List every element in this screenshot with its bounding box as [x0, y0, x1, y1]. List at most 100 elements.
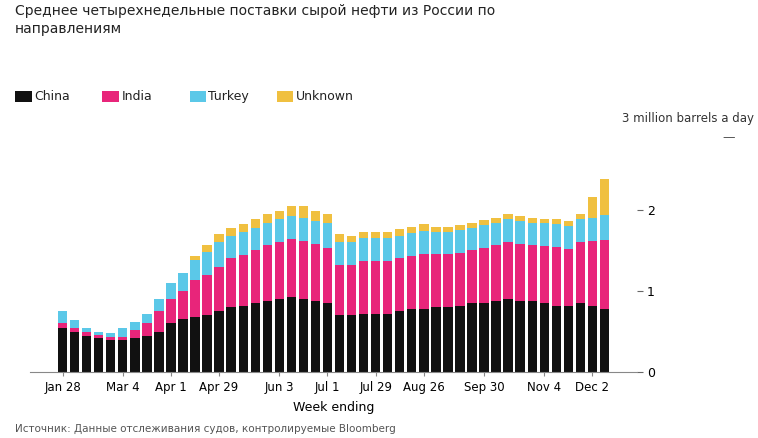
Bar	[564, 306, 573, 372]
Bar	[262, 215, 272, 223]
Bar	[528, 223, 537, 245]
Bar	[287, 216, 296, 239]
Bar	[311, 244, 320, 301]
Bar	[274, 219, 284, 242]
Bar	[419, 309, 428, 372]
Text: Turkey: Turkey	[208, 90, 249, 103]
Bar	[94, 332, 103, 335]
Bar	[130, 338, 139, 372]
Bar	[335, 234, 344, 242]
Bar	[491, 301, 501, 372]
Bar	[467, 303, 477, 372]
Bar	[251, 250, 260, 303]
Bar	[202, 252, 211, 275]
Bar	[552, 224, 561, 247]
Bar	[106, 340, 115, 372]
Bar	[528, 301, 537, 372]
Bar	[323, 303, 332, 372]
Bar	[130, 330, 139, 338]
Bar	[395, 236, 405, 258]
Bar	[383, 232, 393, 238]
Bar	[564, 226, 573, 249]
Bar	[383, 314, 393, 372]
Bar	[82, 332, 92, 336]
Bar	[143, 324, 152, 336]
Bar	[395, 311, 405, 372]
Bar	[528, 245, 537, 301]
Bar	[190, 256, 200, 260]
Bar	[347, 315, 356, 372]
Bar	[503, 215, 513, 219]
Bar	[166, 283, 176, 299]
Bar	[395, 258, 405, 311]
Bar	[395, 229, 405, 236]
Bar	[178, 291, 188, 319]
Bar	[575, 242, 585, 303]
Text: 3 million barrels a day: 3 million barrels a day	[622, 112, 754, 125]
Bar	[552, 247, 561, 306]
Bar	[383, 261, 393, 314]
Text: Unknown: Unknown	[296, 90, 353, 103]
Bar	[443, 307, 453, 372]
Bar	[262, 245, 272, 301]
Bar	[70, 332, 80, 372]
Bar	[407, 309, 416, 372]
Bar	[299, 240, 308, 299]
Bar	[491, 245, 501, 301]
Bar	[359, 232, 368, 238]
Bar	[190, 260, 200, 280]
Bar	[443, 227, 453, 232]
Bar	[515, 301, 525, 372]
Bar	[407, 256, 416, 309]
Bar	[347, 242, 356, 265]
Bar	[239, 224, 248, 233]
Bar	[564, 221, 573, 226]
Bar	[227, 258, 236, 307]
Bar	[323, 248, 332, 303]
Bar	[287, 239, 296, 297]
Bar	[371, 314, 381, 372]
Bar	[215, 234, 224, 242]
Bar	[143, 314, 152, 324]
Bar	[552, 306, 561, 372]
Bar	[540, 246, 549, 303]
Bar	[70, 328, 80, 332]
Bar	[359, 314, 368, 372]
Bar	[94, 338, 103, 372]
Text: Среднее четырехнедельные поставки сырой нефти из России по
направлениям: Среднее четырехнедельные поставки сырой …	[15, 4, 496, 35]
Bar	[274, 211, 284, 219]
Bar	[202, 245, 211, 252]
Bar	[371, 238, 381, 261]
Bar	[467, 223, 477, 227]
Bar	[467, 227, 477, 250]
Bar	[515, 244, 525, 301]
Bar	[456, 306, 465, 372]
Bar	[600, 309, 609, 372]
Bar	[287, 297, 296, 372]
Bar	[443, 232, 453, 254]
Bar	[190, 317, 200, 372]
Bar	[479, 248, 489, 303]
Bar	[299, 206, 308, 218]
Bar	[587, 198, 597, 218]
Bar	[491, 218, 501, 223]
Text: —: —	[723, 131, 735, 145]
Bar	[70, 320, 80, 328]
Bar	[239, 306, 248, 372]
Bar	[82, 328, 92, 332]
Bar	[503, 242, 513, 299]
Bar	[371, 232, 381, 238]
Bar	[515, 221, 525, 244]
Bar	[587, 218, 597, 240]
Bar	[419, 224, 428, 231]
Bar	[58, 324, 67, 328]
Bar	[540, 219, 549, 223]
Bar	[383, 238, 393, 261]
Bar	[311, 221, 320, 244]
Bar	[600, 179, 609, 215]
Bar	[299, 299, 308, 372]
Bar	[154, 311, 164, 332]
Bar	[262, 301, 272, 372]
Bar	[215, 242, 224, 267]
Bar	[564, 249, 573, 306]
